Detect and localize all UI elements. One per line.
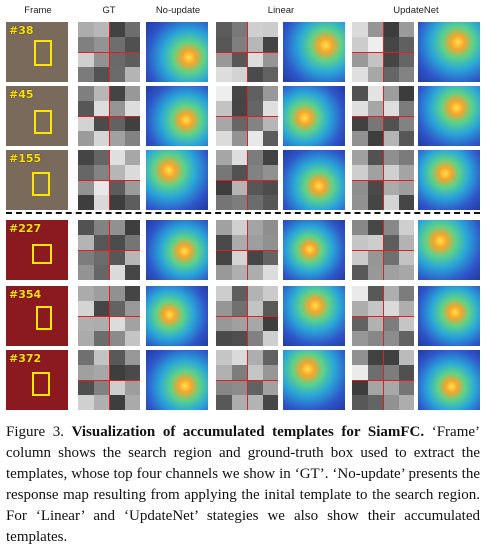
caption-title: Visualization of accumulated templates f… <box>71 424 425 440</box>
response-map <box>283 220 345 280</box>
frame-thumbnail: #155 <box>6 150 68 210</box>
template-channels <box>78 350 140 410</box>
frame-number: #45 <box>9 88 34 101</box>
response-map <box>283 350 345 410</box>
template-channels <box>352 220 414 280</box>
header-linear: Linear <box>267 5 295 16</box>
response-map <box>146 220 208 280</box>
response-map <box>146 22 208 82</box>
header-frame: Frame <box>24 5 52 16</box>
ground-truth-box <box>34 110 52 134</box>
response-map <box>146 150 208 210</box>
frame-thumbnail: #45 <box>6 86 68 146</box>
frame-number: #38 <box>9 24 34 37</box>
frame-thumbnail: #38 <box>6 22 68 82</box>
frame-number: #155 <box>9 152 42 165</box>
frame-number: #354 <box>9 288 42 301</box>
frame-number: #227 <box>9 222 42 235</box>
ground-truth-box <box>32 372 50 396</box>
ground-truth-box <box>34 40 52 66</box>
response-map <box>283 286 345 346</box>
ground-truth-box <box>32 172 50 196</box>
template-channels <box>216 350 278 410</box>
response-map <box>418 286 480 346</box>
response-map <box>418 220 480 280</box>
frame-number: #372 <box>9 352 42 365</box>
response-map <box>418 86 480 146</box>
template-channels <box>216 220 278 280</box>
response-map <box>283 86 345 146</box>
template-channels <box>78 86 140 146</box>
template-channels <box>78 150 140 210</box>
template-channels <box>78 22 140 82</box>
ground-truth-box <box>32 244 52 264</box>
frame-thumbnail: #227 <box>6 220 68 280</box>
figure-caption: Figure 3. Visualization of accumulated t… <box>6 422 480 548</box>
template-channels <box>352 286 414 346</box>
frame-thumbnail: #354 <box>6 286 68 346</box>
response-map <box>418 22 480 82</box>
template-channels <box>78 286 140 346</box>
section-divider <box>6 212 480 214</box>
ground-truth-box <box>36 306 52 330</box>
header-updatenet: UpdateNet <box>393 5 439 16</box>
template-channels <box>352 86 414 146</box>
header-gt: GT <box>102 5 116 16</box>
header-no-update: No-update <box>155 5 201 16</box>
frame-thumbnail: #372 <box>6 350 68 410</box>
template-channels <box>216 286 278 346</box>
response-map <box>418 150 480 210</box>
template-channels <box>216 22 278 82</box>
caption-label: Figure 3. <box>6 424 65 440</box>
template-channels <box>216 150 278 210</box>
response-map <box>418 350 480 410</box>
response-map <box>283 150 345 210</box>
template-channels <box>352 22 414 82</box>
response-map <box>283 22 345 82</box>
response-map <box>146 286 208 346</box>
template-channels <box>352 350 414 410</box>
template-channels <box>352 150 414 210</box>
response-map <box>146 86 208 146</box>
template-channels <box>216 86 278 146</box>
template-channels <box>78 220 140 280</box>
response-map <box>146 350 208 410</box>
caption-body: ‘Frame’ column shows the search region a… <box>6 424 481 545</box>
